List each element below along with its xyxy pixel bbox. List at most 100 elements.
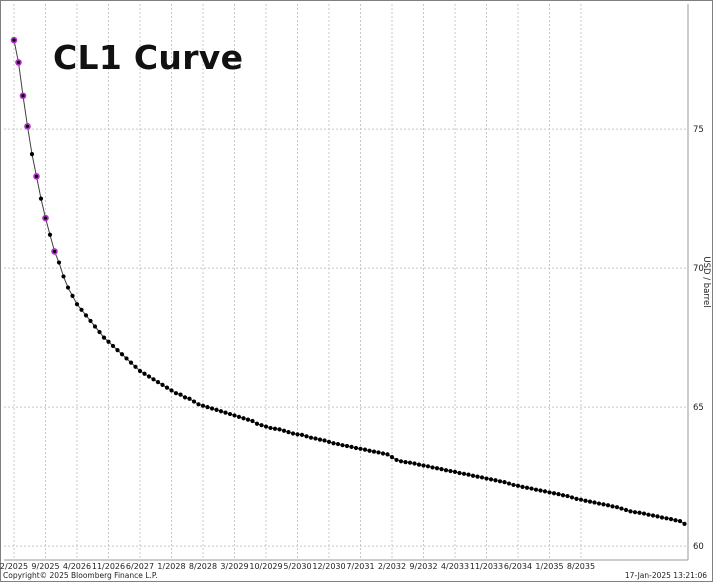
- data-point: [160, 382, 165, 387]
- data-point: [182, 395, 188, 400]
- data-point: [340, 443, 345, 448]
- x-tick-label: 8/2035: [567, 562, 595, 571]
- data-point: [353, 445, 359, 451]
- data-point: [164, 385, 170, 390]
- data-point: [151, 377, 156, 382]
- x-tick-label: 3/2029: [220, 562, 248, 571]
- data-point: [236, 414, 242, 419]
- data-point: [65, 285, 71, 290]
- data-point: [83, 313, 89, 318]
- data-point: [637, 510, 642, 515]
- data-point: [506, 481, 512, 486]
- series-line: [13, 40, 685, 525]
- data-point: [551, 491, 557, 496]
- x-tick-label: 4/2033: [441, 562, 469, 571]
- data-point: [362, 447, 368, 452]
- data-point: [650, 513, 656, 518]
- data-point: [614, 505, 620, 510]
- data-point: [443, 468, 449, 473]
- data-point: [43, 216, 48, 220]
- x-tick-label: 7/2031: [346, 562, 374, 571]
- data-point: [524, 485, 530, 490]
- data-point: [655, 514, 660, 519]
- x-tick-label: 12/2030: [312, 562, 345, 571]
- data-point: [403, 460, 408, 465]
- y-tick-label: 75: [693, 125, 704, 135]
- x-tick-label: 11/2033: [470, 562, 503, 571]
- data-point: [74, 302, 80, 307]
- data-point: [286, 430, 291, 435]
- data-point: [25, 124, 30, 128]
- data-point: [232, 413, 237, 418]
- data-point: [263, 424, 269, 429]
- data-point: [452, 469, 458, 474]
- data-point: [268, 425, 273, 431]
- data-point: [313, 436, 318, 441]
- data-point: [349, 444, 354, 449]
- data-point: [434, 466, 440, 471]
- data-point: [520, 484, 525, 489]
- data-point: [484, 476, 489, 481]
- data-point: [664, 516, 669, 521]
- chart-title: CL1 Curve: [53, 38, 244, 77]
- x-tick-labels: 2/2025 9/2025 4/2026 11/2026 6/2027 1/2028 8/2…: [0, 562, 595, 571]
- data-point: [542, 489, 548, 494]
- x-tick-label: 10/2029: [249, 562, 282, 571]
- data-point: [439, 466, 444, 472]
- data-point: [254, 421, 260, 426]
- data-point: [502, 480, 507, 485]
- data-point: [407, 460, 413, 465]
- data-point: [52, 249, 57, 254]
- data-point: [47, 232, 53, 237]
- data-point: [497, 479, 503, 484]
- data-point: [169, 388, 174, 393]
- grid-layer: [4, 4, 688, 560]
- data-point: [56, 260, 62, 265]
- x-tick-label: 1/2028: [157, 562, 185, 571]
- data-point: [628, 509, 633, 514]
- data-point: [448, 468, 453, 474]
- data-point: [142, 371, 147, 376]
- data-point: [335, 441, 341, 447]
- data-point: [511, 482, 516, 488]
- data-point: [304, 434, 309, 439]
- data-point: [398, 459, 404, 464]
- data-point: [16, 60, 21, 64]
- data-point: [97, 329, 102, 335]
- data-point: [416, 462, 422, 467]
- data-point: [191, 399, 197, 404]
- data-point: [322, 438, 327, 443]
- data-point: [79, 307, 84, 312]
- data-point: [385, 452, 390, 457]
- data-point: [601, 502, 606, 507]
- data-point: [155, 379, 161, 385]
- data-point: [421, 463, 426, 468]
- copyright-text: Copyright© 2025 Bloomberg Finance L.P.: [3, 571, 158, 580]
- data-point: [380, 451, 386, 456]
- data-point: [299, 432, 305, 437]
- data-point: [646, 512, 651, 517]
- data-point: [623, 507, 629, 513]
- data-point: [389, 455, 395, 460]
- data-point: [115, 348, 120, 353]
- data-point: [344, 443, 350, 449]
- data-point: [110, 343, 116, 349]
- y-axis-label: USD / barrel: [701, 256, 711, 307]
- data-point: [461, 471, 467, 476]
- data-point: [196, 402, 201, 407]
- data-point: [533, 487, 539, 492]
- data-point: [178, 392, 183, 397]
- data-point: [326, 439, 332, 444]
- data-point: [272, 426, 278, 431]
- data-point: [538, 488, 543, 493]
- data-point: [470, 473, 476, 478]
- data-point: [187, 396, 192, 401]
- data-point: [92, 324, 98, 329]
- data-point: [281, 428, 287, 433]
- data-point: [119, 352, 125, 357]
- data-point: [457, 470, 462, 476]
- x-tick-label: 6/2034: [504, 562, 532, 571]
- data-point: [88, 318, 93, 324]
- data-point: [515, 483, 521, 488]
- x-tick-label: 5/2030: [283, 562, 311, 571]
